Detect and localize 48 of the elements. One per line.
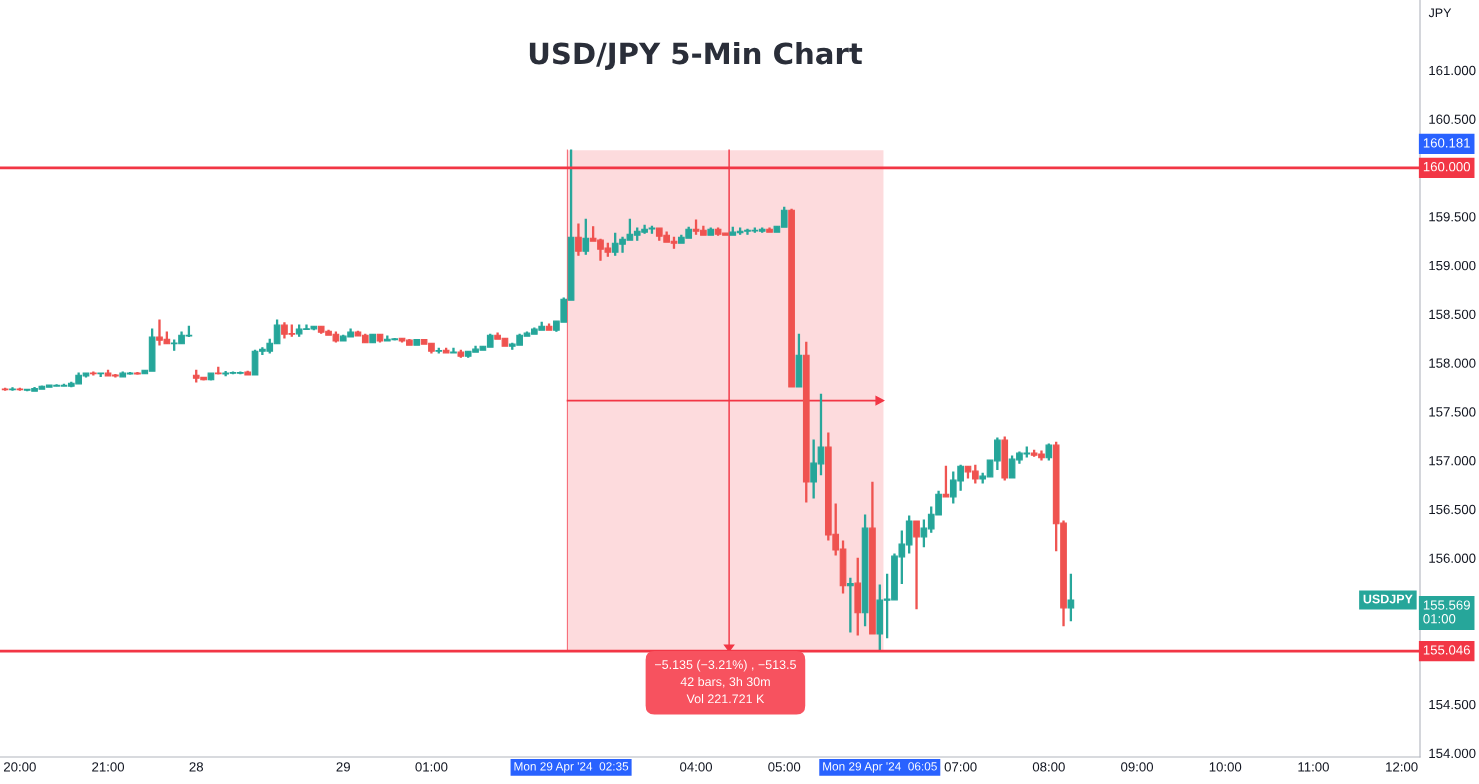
y-tick-label: 156.000 xyxy=(1429,553,1476,563)
candlestick xyxy=(16,387,24,391)
x-tick-label: 04:00 xyxy=(680,762,713,772)
annotation: USDJPY xyxy=(1363,594,1413,604)
text: USD/JPY 5-Min Chart xyxy=(529,41,863,70)
candlestick xyxy=(847,577,854,633)
candlestick xyxy=(854,557,862,636)
candlestick xyxy=(9,387,16,391)
x-tick-label: 28 xyxy=(189,762,204,772)
x-tick-label: 29 xyxy=(336,762,350,772)
x-tick-label: 11:00 xyxy=(1298,762,1329,772)
x-tick-label: 09:00 xyxy=(1121,762,1154,772)
candlestick xyxy=(214,366,222,375)
x-tick-label: Mon 29 Apr '24 06:05 xyxy=(823,762,937,773)
x-tick-label: 07:00 xyxy=(944,762,977,772)
y-tick-label: 156.500 xyxy=(1429,504,1476,515)
text: 155.569 01:00 xyxy=(1423,600,1470,624)
candlestick xyxy=(244,370,252,376)
candlestick xyxy=(97,372,105,378)
y-tick-label: 158.000 xyxy=(1429,358,1476,368)
text: JPY xyxy=(1428,8,1452,18)
x-tick-label: 05:00 xyxy=(768,762,801,772)
x-tick-label: 12:00 xyxy=(1386,762,1418,772)
ref-line-label: 160.000 xyxy=(1423,161,1471,172)
candlestick xyxy=(89,371,97,376)
x-tick-label: 20:00 xyxy=(4,762,36,772)
x-tick-label: Mon 29 Apr '24 02:35 xyxy=(514,762,629,773)
y-tick-label: 161.000 xyxy=(1429,65,1476,76)
candlestick xyxy=(450,347,457,354)
candlestick xyxy=(575,223,582,256)
candlestick xyxy=(134,372,141,375)
candlestick xyxy=(913,520,920,610)
y-tick-label: 154.500 xyxy=(1429,699,1476,710)
y-tick-label: 154.000 xyxy=(1429,748,1476,759)
band-label: −5.135 (−3.21%) , −513.5 42 bars, 3h 30m Vol 221.721 K xyxy=(655,659,796,704)
ref-line-label: 155.046 xyxy=(1423,645,1470,655)
x-tick-label: 01:00 xyxy=(415,762,448,772)
y-tick-label: 159.500 xyxy=(1429,212,1476,222)
candlestick xyxy=(1,387,9,391)
y-tick-label: 160.500 xyxy=(1429,114,1476,124)
y-tick-label: 159.000 xyxy=(1429,260,1476,271)
y-tick-label: 158.500 xyxy=(1429,309,1476,320)
y-tick-label: 157.000 xyxy=(1429,456,1476,466)
y-tick-label: 157.500 xyxy=(1429,407,1476,417)
x-tick-label: 08:00 xyxy=(1032,762,1065,772)
text: 160.181 xyxy=(1423,138,1470,148)
x-tick-label: 21:00 xyxy=(92,762,125,772)
x-tick-label: 10:00 xyxy=(1209,762,1242,772)
